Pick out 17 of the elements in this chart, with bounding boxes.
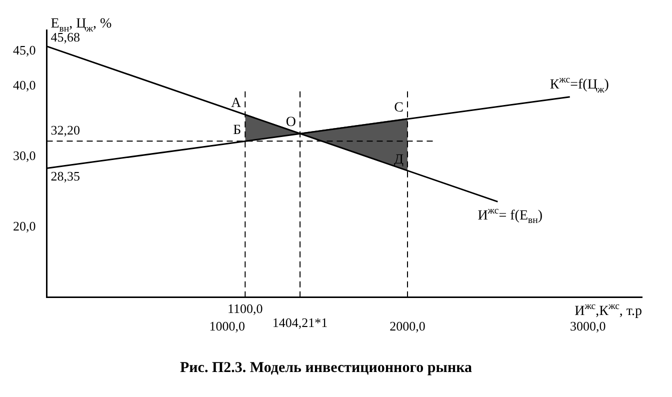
annotation: 28,35 <box>50 168 80 184</box>
text: Рис. П2.3. Модель инвестиционного рынка <box>180 360 472 376</box>
annotation: Б <box>233 122 242 138</box>
ref-line-label: 1404,21*1 <box>272 314 328 330</box>
annotation: О <box>286 115 296 130</box>
x-tick-label: 1000,0 <box>209 318 246 334</box>
y-tick-label: 20,0 <box>13 218 36 234</box>
annotation: Д <box>394 152 404 168</box>
y-tick-label: 30,0 <box>13 148 36 164</box>
x-tick-label: 2000,0 <box>390 318 426 334</box>
y-tick-label: 40,0 <box>13 78 36 93</box>
annotation: С <box>394 100 404 116</box>
x-tick-label: 3000,0 <box>570 318 606 334</box>
annotation: А <box>231 96 242 112</box>
ref-line-label: 32,20 <box>50 122 80 138</box>
y-tick-label: 45,0 <box>13 42 36 58</box>
ref-line-label: 1100,0 <box>228 300 263 316</box>
